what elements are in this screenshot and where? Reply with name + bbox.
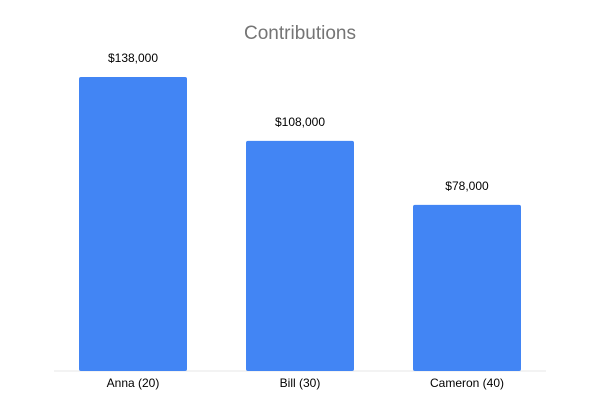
bar-group-2: $78,000 Cameron (40)	[413, 179, 521, 390]
bar-group-0: $138,000 Anna (20)	[79, 51, 187, 390]
bar-data-label: $138,000	[108, 51, 158, 65]
bar[interactable]	[246, 140, 354, 371]
x-tick-label: Anna (20)	[107, 376, 160, 390]
bar[interactable]	[79, 77, 187, 371]
chart-title: Contributions	[244, 23, 356, 44]
bars-group: $138,000 Anna (20) $108,000 Bill (30) $78,00…	[79, 51, 521, 390]
bar-data-label: $78,000	[445, 179, 489, 193]
x-tick-label: Cameron (40)	[430, 376, 504, 390]
x-tick-label: Bill (30)	[280, 376, 321, 390]
bar-data-label: $108,000	[275, 115, 325, 129]
bar-group-1: $108,000 Bill (30)	[246, 115, 354, 390]
bar[interactable]	[413, 204, 521, 371]
